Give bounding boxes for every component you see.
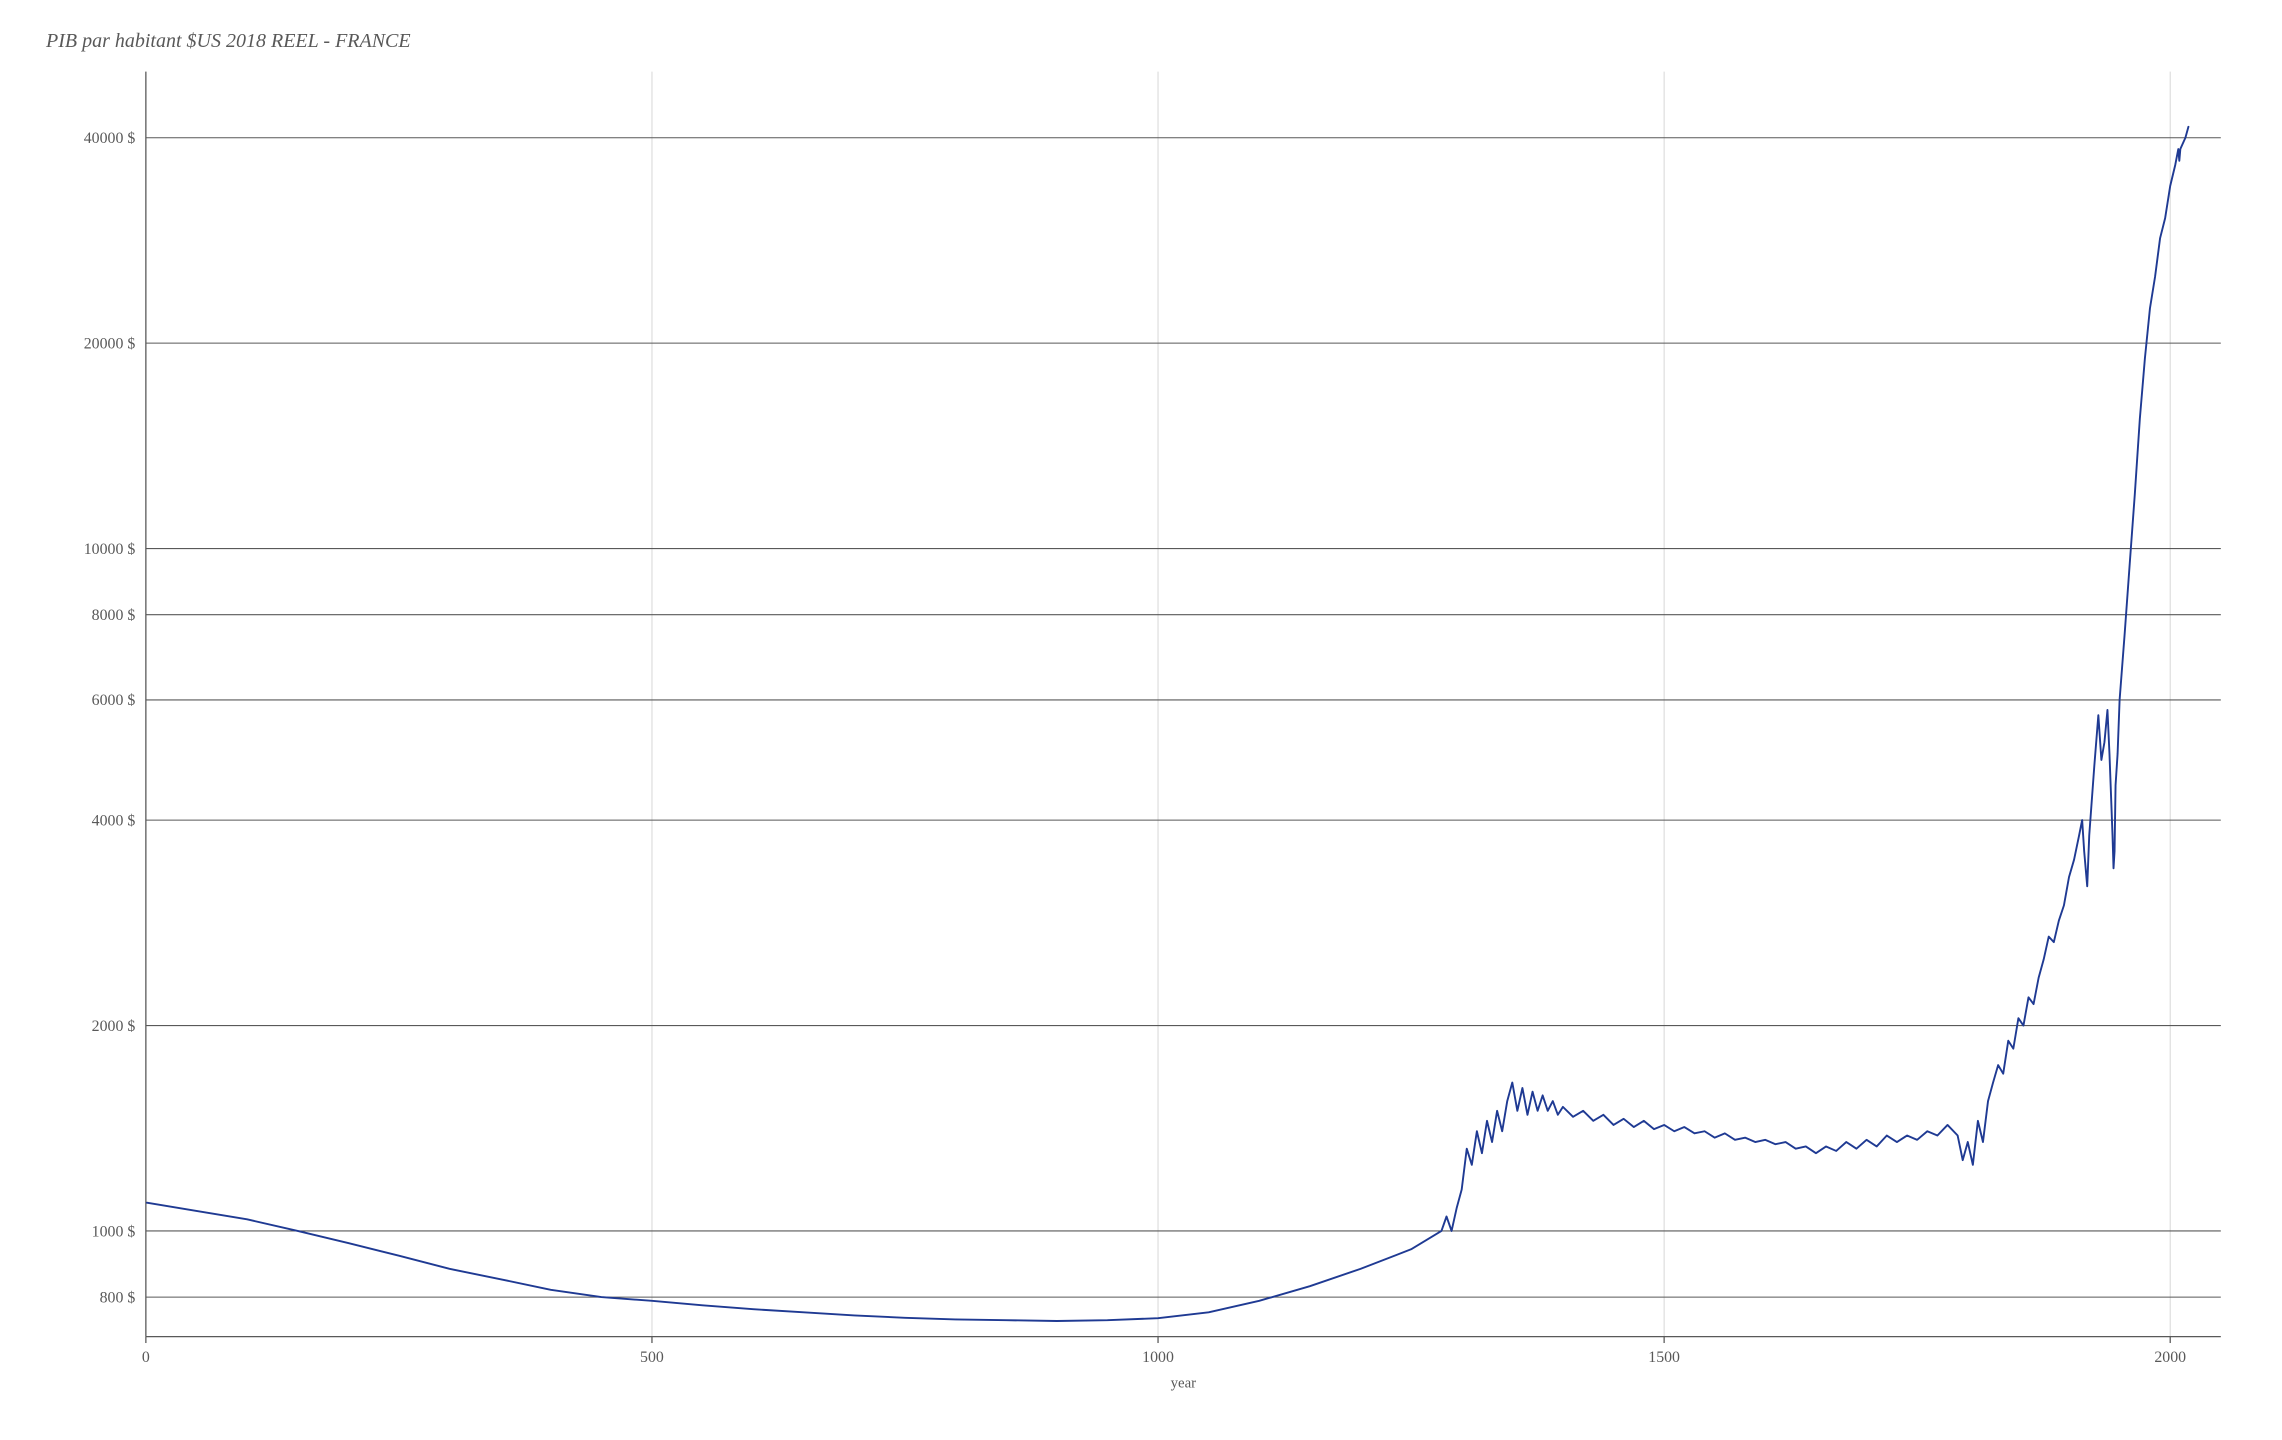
y-tick-label: 1000 $ <box>92 1223 136 1240</box>
line-chart: 800 $1000 $2000 $4000 $6000 $8000 $10000… <box>40 61 2242 1400</box>
x-tick-label: 1500 <box>1648 1349 1680 1366</box>
y-tick-label: 40000 $ <box>84 130 136 147</box>
chart-title: PIB par habitant $US 2018 REEL - FRANCE <box>46 30 2242 53</box>
x-tick-label: 1000 <box>1142 1349 1174 1366</box>
y-tick-label: 8000 $ <box>92 607 136 624</box>
y-tick-label: 2000 $ <box>92 1018 136 1035</box>
y-tick-label: 800 $ <box>100 1289 136 1306</box>
y-tick-label: 6000 $ <box>92 692 136 709</box>
x-tick-label: 0 <box>142 1349 150 1366</box>
chart-container: 800 $1000 $2000 $4000 $6000 $8000 $10000… <box>40 61 2242 1400</box>
x-tick-label: 500 <box>640 1349 664 1366</box>
x-tick-label: 2000 <box>2154 1349 2186 1366</box>
y-tick-label: 20000 $ <box>84 335 136 352</box>
y-tick-label: 10000 $ <box>84 541 136 558</box>
y-tick-label: 4000 $ <box>92 812 136 829</box>
x-axis-label: year <box>1171 1375 1197 1391</box>
